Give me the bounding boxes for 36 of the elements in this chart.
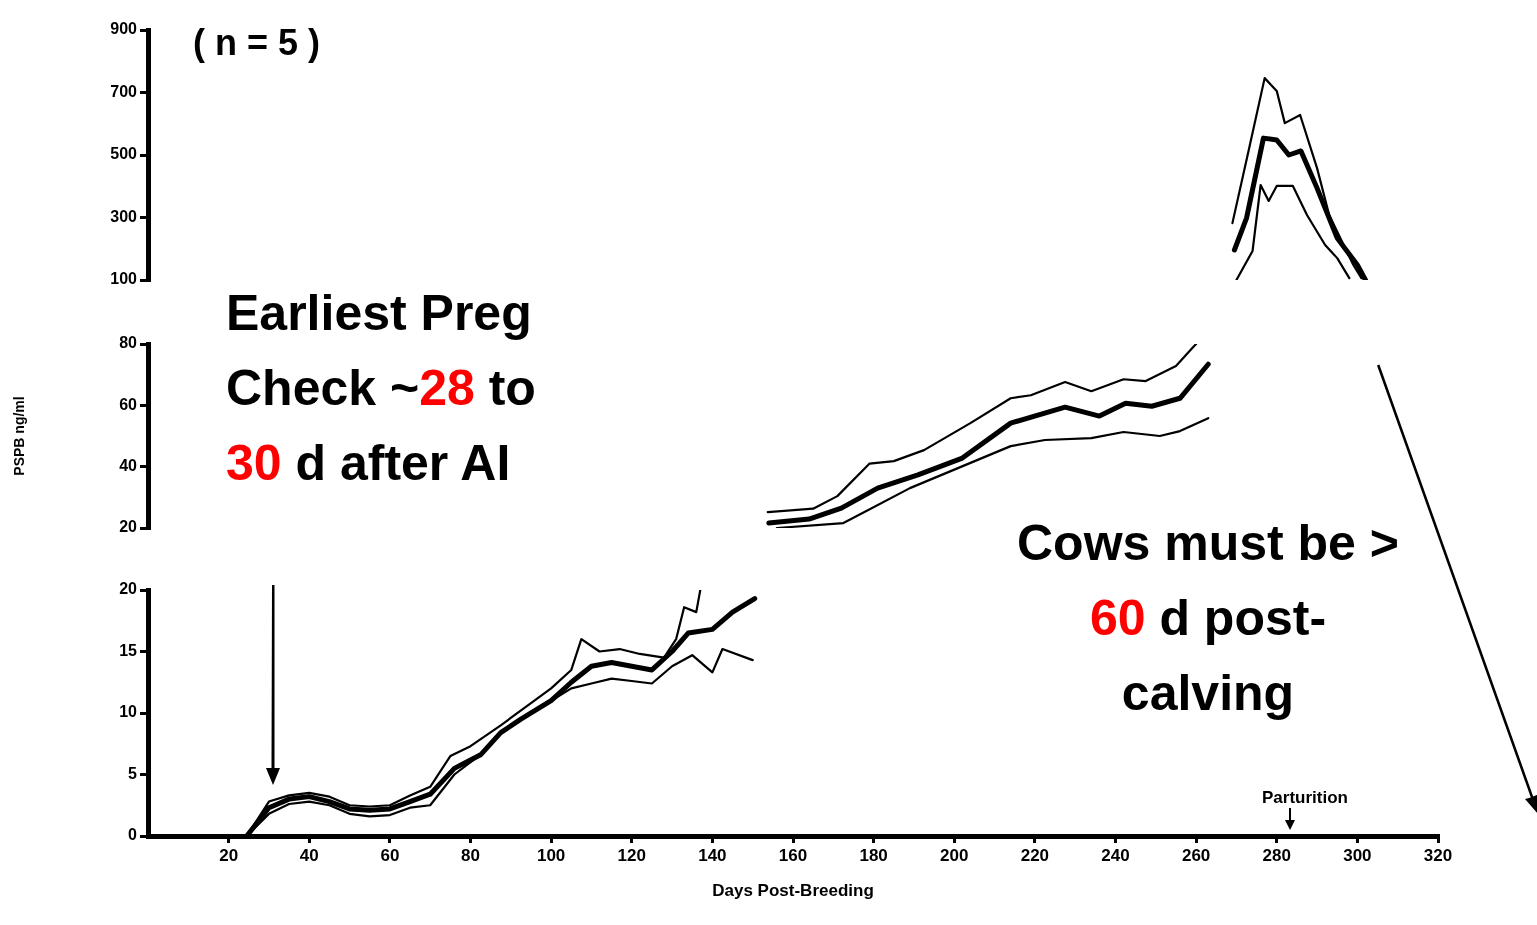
y-tick-label: 60 xyxy=(119,395,138,413)
x-tick-label: 300 xyxy=(1343,845,1372,865)
y-tick-label: 300 xyxy=(110,207,138,225)
y-tick-label: 40 xyxy=(119,457,138,475)
y-tick-label: 100 xyxy=(110,270,138,288)
x-tick-label: 220 xyxy=(1020,845,1050,865)
x-tick-label: 120 xyxy=(617,845,646,865)
x-tick-label: 280 xyxy=(1262,845,1291,865)
x-tick-label: 140 xyxy=(698,845,727,865)
x-tick-label: 60 xyxy=(380,845,400,865)
y-tick-label: 20 xyxy=(119,580,138,598)
annotation: ( n = 5 ) xyxy=(193,22,321,63)
x-tick-label: 160 xyxy=(778,845,808,865)
x-tick-label: 200 xyxy=(940,845,969,865)
y-tick-label: 20 xyxy=(119,518,138,536)
y-axis-title: PSPB ng/ml xyxy=(11,396,28,476)
x-tick-label: 240 xyxy=(1101,845,1130,865)
x-tick-label: 320 xyxy=(1423,845,1453,865)
x-tick-label: 40 xyxy=(299,845,319,865)
y-tick-label: 80 xyxy=(119,334,138,352)
annotation: Parturition xyxy=(1262,788,1348,807)
y-tick-label: 0 xyxy=(128,826,138,844)
x-axis-title: Days Post-Breeding xyxy=(712,881,874,901)
text: Earliest Preg Check ~28 to 30 d after AI xyxy=(226,285,536,491)
x-tick-label: 80 xyxy=(461,845,480,865)
x-tick-label: 260 xyxy=(1181,845,1211,865)
y-tick-label: 700 xyxy=(110,82,138,100)
y-tick-label: 10 xyxy=(119,703,138,721)
x-tick-label: 180 xyxy=(859,845,888,865)
x-tick-label: 100 xyxy=(536,845,566,865)
y-tick-label: 15 xyxy=(119,641,138,659)
x-tick-label: 20 xyxy=(219,845,239,865)
y-tick-label: 5 xyxy=(128,764,138,782)
y-tick-label: 900 xyxy=(110,20,138,38)
y-tick-label: 500 xyxy=(110,145,138,163)
annotation: Cows must be > 60 d post-calving xyxy=(1016,515,1400,721)
